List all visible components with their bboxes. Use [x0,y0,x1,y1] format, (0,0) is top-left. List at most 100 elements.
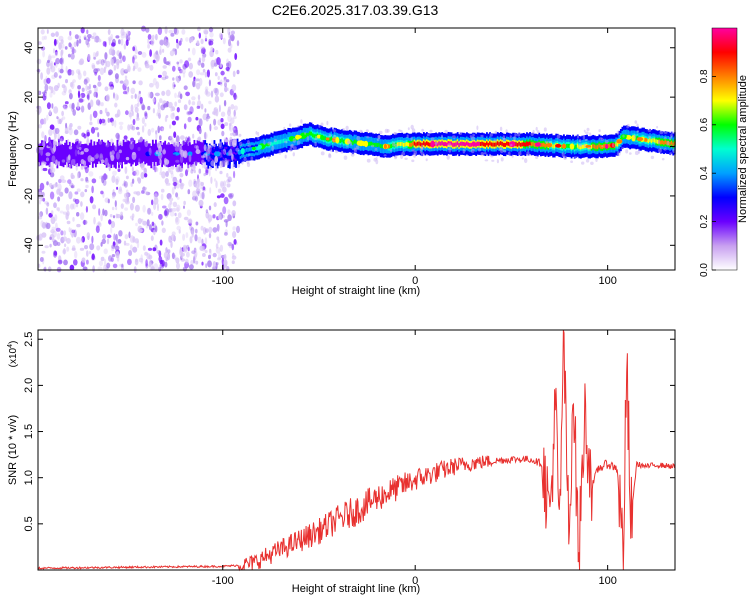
noise-speck [107,29,111,35]
noise-speck [218,252,222,260]
noise-speck [228,194,233,200]
ridge-cell [579,145,582,150]
noise-speck [210,59,216,68]
noise-speck [52,240,58,247]
ridge-cell [607,144,610,148]
noise-speck [470,148,475,154]
noise-speck [141,52,147,58]
noise-speck [296,125,300,128]
noise-speck [328,133,332,138]
noise-speck [63,259,68,266]
noise-speck [401,151,406,157]
noise-speck [184,258,189,264]
noise-speck [109,151,112,158]
noise-speck [77,125,82,130]
noise-speck [502,135,506,141]
noise-speck [229,132,234,136]
noise-speck [147,247,153,251]
noise-speck [517,132,521,137]
noise-speck [123,181,128,188]
noise-speck [92,84,97,89]
noise-speck [56,188,60,195]
noise-speck [61,159,66,163]
noise-speck [366,135,370,139]
noise-speck [200,38,204,45]
noise-speck [193,255,196,264]
noise-speck [58,75,62,79]
noise-speck [66,237,71,244]
noise-speck [57,259,63,265]
noise-speck [175,135,180,143]
noise-speck [241,160,244,165]
noise-speck [434,142,438,145]
noise-speck [52,183,58,188]
noise-speck [93,56,97,60]
ridge-blob [335,136,340,144]
noise-speck [205,209,209,214]
noise-speck [71,184,75,189]
noise-speck [118,162,123,166]
noise-speck [195,116,199,121]
noise-speck [217,239,220,244]
noise-speck [197,60,202,66]
noise-speck [76,188,81,192]
noise-speck [73,158,76,163]
noise-speck [228,31,231,40]
ridge-cell [429,142,431,147]
noise-speck [75,138,80,144]
noise-speck [290,144,294,149]
noise-speck [137,229,143,233]
noise-speck [125,200,130,205]
ridge-cell [99,150,102,155]
noise-speck [214,87,219,96]
noise-speck [61,110,64,117]
noise-speck [622,134,625,138]
noise-speck [67,72,72,76]
noise-speck [55,222,58,230]
noise-speck [222,186,227,193]
noise-speck [139,136,143,143]
noise-speck [86,129,90,138]
ridge-cell [228,155,231,160]
noise-speck [118,39,121,45]
noise-speck [70,53,75,60]
noise-speck [86,29,89,35]
noise-speck [111,175,116,184]
noise-speck [85,84,88,92]
noise-speck [56,242,61,246]
noise-speck [65,65,68,73]
noise-speck [208,248,212,253]
noise-speck [53,48,55,54]
noise-speck [135,222,138,227]
noise-speck [149,64,154,71]
noise-speck [132,246,138,253]
noise-speck [393,131,396,135]
noise-speck [65,204,70,212]
ridge-cell [590,144,593,149]
ridge-cell [390,144,393,148]
noise-speck [75,165,78,171]
noise-speck [247,153,251,156]
noise-speck [219,63,223,68]
ridge-blob [643,137,648,142]
ridge-cell [616,142,619,147]
ridge-cell [469,142,471,147]
noise-speck [219,152,222,158]
noise-speck [293,146,297,151]
noise-speck [56,232,61,240]
ridge-cell [441,141,444,146]
noise-speck [217,75,220,81]
colorbar-tick-label: 0.8 [699,69,710,83]
noise-speck [200,103,204,110]
noise-speck [94,38,97,43]
noise-speck [335,149,338,154]
noise-speck [174,101,178,107]
noise-speck [186,209,191,216]
noise-speck [58,42,62,50]
ridge-cell [490,142,493,147]
ridge-cell [85,152,88,157]
noise-speck [105,142,110,148]
noise-speck [46,102,51,110]
noise-speck [111,150,115,155]
noise-speck [55,150,59,157]
